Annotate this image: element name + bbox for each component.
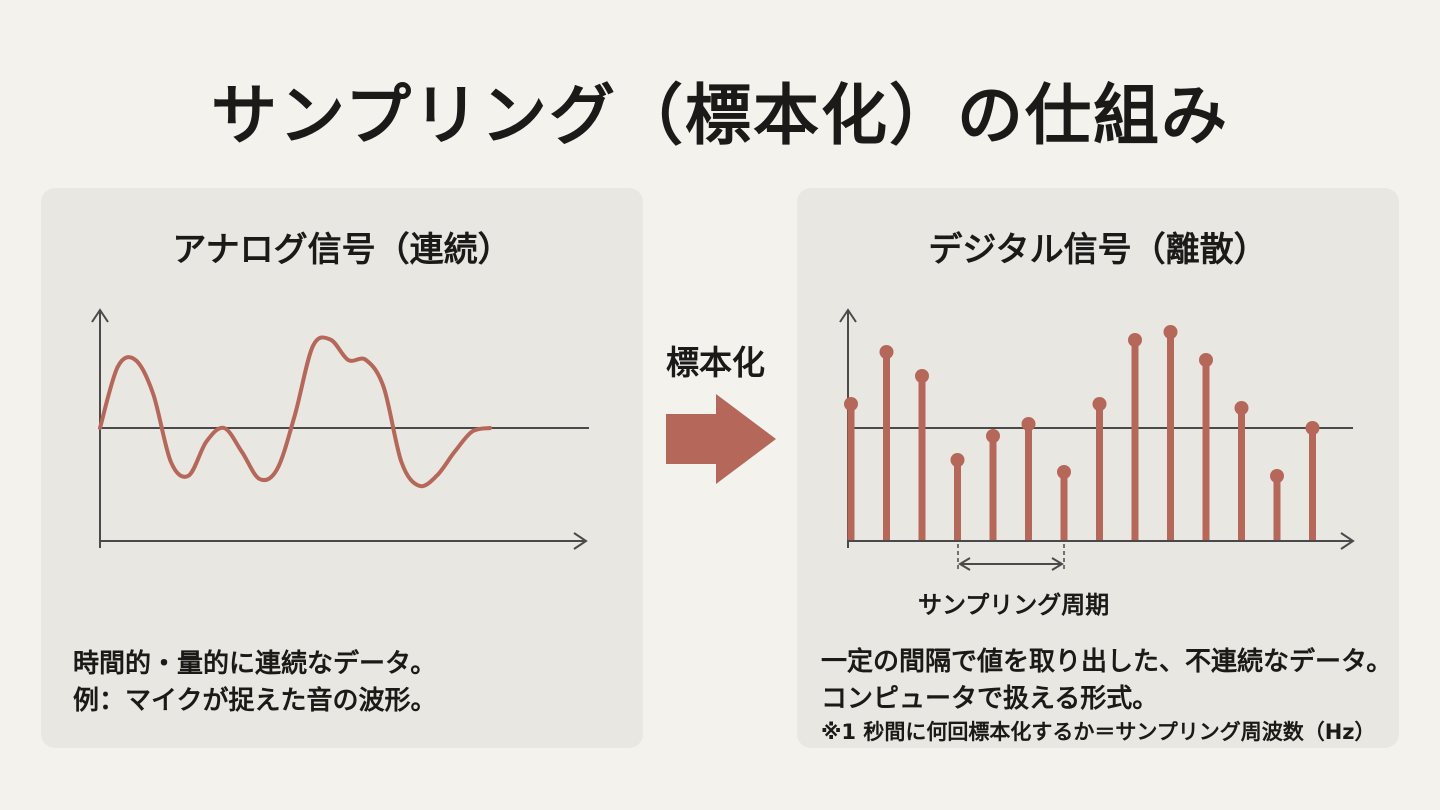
sampling-period-label: サンプリング周期 [918, 591, 1110, 619]
analog-chart [91, 308, 589, 550]
analog-waveform [98, 335, 493, 489]
sampling-period-indicator [957, 544, 1065, 572]
analog-panel: アナログ信号（連続） 時間的・量的に連続なデータ。 例：マイクが捉えた音の波形。 [41, 188, 643, 748]
sample-point [986, 429, 1000, 443]
sample-stem [883, 352, 890, 540]
x-axis [848, 532, 1355, 550]
sample-point [950, 453, 965, 467]
sample-point [1092, 397, 1107, 411]
right-arrow-icon [666, 394, 776, 484]
analog-desc-line1: 時間的・量的に連続なデータ。 [73, 649, 437, 679]
sampling-frequency-note: ※1 秒間に何回標本化するか＝サンプリング周波数（Hz） [821, 720, 1376, 744]
sample-stem [918, 376, 926, 540]
page-title: サンプリング（標本化）の仕組み [210, 76, 1230, 154]
sample-stem [989, 436, 997, 540]
sample-stem [847, 404, 855, 540]
sample-stem [1167, 332, 1174, 540]
sample-point [1234, 401, 1249, 415]
sample-stem [1238, 408, 1245, 540]
sample-stem [1131, 340, 1139, 540]
sample-point [1199, 353, 1213, 367]
sample-point [1270, 469, 1284, 483]
analog-heading: アナログ信号（連続） [172, 230, 512, 270]
sample-point [879, 345, 894, 359]
sample-stem [1202, 360, 1210, 540]
sample-point [1305, 421, 1320, 435]
digital-desc-line2: コンピュータで扱える形式。 [821, 684, 1159, 714]
sample-point [1057, 465, 1071, 479]
digital-description: 一定の間隔で値を取り出した、不連続なデータ。 コンピュータで扱える形式。 ※1 … [821, 644, 1392, 746]
sample-point [1163, 325, 1178, 339]
digital-desc-line1: 一定の間隔で値を取り出した、不連続なデータ。 [821, 647, 1393, 677]
sample-point [915, 369, 929, 383]
sample-stem [1273, 476, 1281, 540]
sample-stem [1309, 428, 1316, 540]
sample-stem [1060, 472, 1068, 540]
digital-panel: デジタル信号（離散） 一定の間隔で値を取り出した、不連続なデータ。 コンピュータ… [797, 188, 1399, 748]
sample-stems [844, 325, 1320, 540]
digital-chart [839, 308, 1355, 572]
sample-stem [954, 460, 961, 540]
sample-point [844, 397, 858, 411]
sample-point [1021, 417, 1036, 431]
sample-stem [1096, 404, 1103, 540]
digital-heading: デジタル信号（離散） [928, 230, 1268, 270]
analog-description: 時間的・量的に連続なデータ。 例：マイクが捉えた音の波形。 [73, 646, 436, 720]
sample-point [1128, 333, 1142, 347]
analog-desc-line2: 例：マイクが捉えた音の波形。 [73, 686, 437, 716]
sample-stem [1025, 424, 1032, 540]
sampling-label: 標本化 [666, 343, 765, 382]
x-axis [100, 532, 588, 550]
